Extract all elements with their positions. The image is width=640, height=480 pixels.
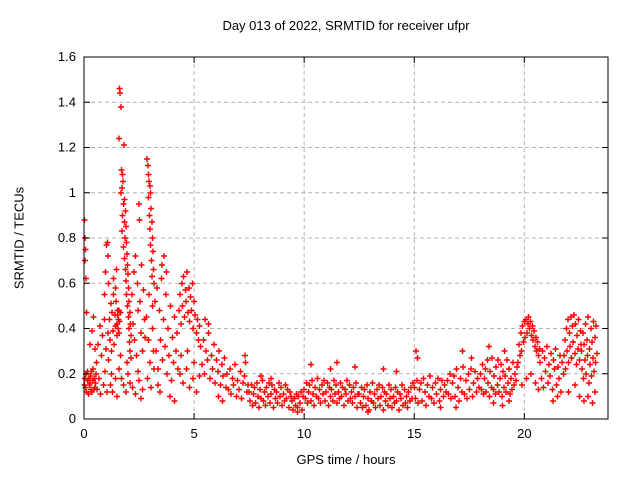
x-tick-label: 0 — [80, 426, 87, 441]
y-tick-label: 0.4 — [58, 321, 76, 336]
y-tick-label: 0 — [69, 411, 76, 426]
x-tick-label: 10 — [297, 426, 311, 441]
scatter-points — [81, 85, 600, 415]
y-tick-label: 1.2 — [58, 140, 76, 155]
x-tick-label: 5 — [190, 426, 197, 441]
y-tick-label: 1 — [69, 185, 76, 200]
x-tick-label: 15 — [407, 426, 421, 441]
y-tick-label: 0.2 — [58, 366, 76, 381]
y-tick-label: 0.6 — [58, 275, 76, 290]
chart-title: Day 013 of 2022, SRMTID for receiver ufp… — [222, 18, 470, 33]
y-tick-label: 0.8 — [58, 230, 76, 245]
x-tick-label: 20 — [517, 426, 531, 441]
x-axis-label: GPS time / hours — [296, 452, 396, 467]
y-tick-label: 1.6 — [58, 49, 76, 64]
y-tick-label: 1.4 — [58, 94, 76, 109]
